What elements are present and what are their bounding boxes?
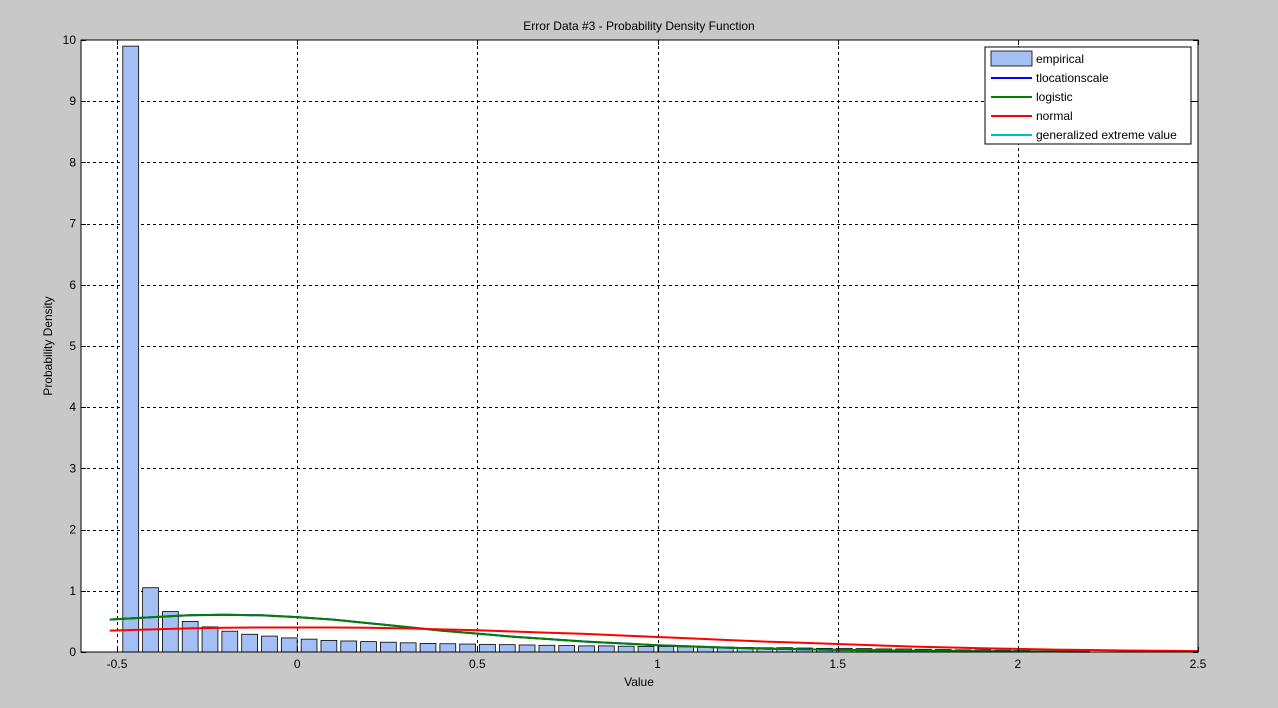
histogram-bar [617, 645, 635, 653]
histogram-bar [399, 642, 417, 653]
histogram-bar [498, 644, 516, 653]
x-tick-label: 2 [1014, 657, 1021, 671]
y-axis-label: Probability Density [41, 296, 55, 395]
legend-label: normal [1036, 109, 1073, 123]
y-tick-label: 0 [69, 645, 76, 659]
histogram-bar [419, 643, 437, 653]
histogram-bar [459, 643, 476, 653]
legend-swatch [990, 50, 1033, 67]
y-tick-label: 2 [69, 523, 76, 537]
histogram-bar [280, 637, 298, 653]
histogram-bar [538, 644, 556, 653]
histogram-bar [518, 644, 536, 653]
legend-entry[interactable]: normal [991, 109, 1073, 123]
y-tick-label: 6 [69, 278, 76, 292]
axis-ticks: -0.5 0 0.5 1 1.5 2 2.5 0 1 2 3 4 5 6 7 8 9 10 [63, 33, 1207, 671]
histogram-bar [637, 646, 655, 653]
legend-entry[interactable]: logistic [991, 90, 1073, 104]
histogram-bar [340, 640, 358, 653]
histogram-bar [142, 587, 159, 653]
histogram-bar [677, 646, 694, 653]
legend-label: logistic [1036, 90, 1073, 104]
x-tick-label: 2.5 [1190, 657, 1207, 671]
chart-title: Error Data #3 - Probability Density Func… [523, 19, 754, 33]
histogram-bar [578, 645, 595, 653]
histogram-bar [439, 643, 457, 653]
histogram-bar [300, 638, 318, 653]
histogram-bar [657, 646, 675, 653]
x-tick-label: 0 [294, 657, 301, 671]
histogram-bar [320, 639, 338, 653]
x-tick-label: 1 [654, 657, 661, 671]
legend-label: tlocationscale [1036, 71, 1109, 85]
histogram-bar [181, 621, 199, 653]
histogram-bar [380, 641, 397, 653]
histogram-bar [221, 630, 239, 653]
y-tick-label: 5 [69, 339, 76, 353]
x-tick-label: -0.5 [107, 657, 128, 671]
y-tick-label: 10 [63, 33, 77, 47]
series-line-logistic [109, 613, 1090, 653]
histogram-bar [360, 641, 377, 653]
histogram-bar [598, 645, 615, 653]
y-tick-label: 1 [69, 584, 76, 598]
series-line-normal [109, 626, 1199, 653]
x-axis-label: Value [624, 675, 654, 689]
legend-entry[interactable]: generalized extreme value [991, 128, 1177, 142]
histogram-bar [558, 645, 576, 653]
legend-label: generalized extreme value [1036, 128, 1177, 142]
y-tick-label: 4 [69, 400, 76, 414]
histogram-bar [479, 643, 496, 653]
histogram-bar [122, 45, 140, 653]
legend-entry[interactable]: empirical [990, 50, 1084, 67]
x-tick-label: 0.5 [469, 657, 486, 671]
histogram-bar [201, 626, 219, 653]
y-tick-label: 9 [69, 94, 76, 108]
x-tick-label: 1.5 [829, 657, 846, 671]
y-tick-label: 7 [69, 217, 76, 231]
legend-entry[interactable]: tlocationscale [991, 71, 1109, 85]
y-tick-label: 3 [69, 461, 76, 475]
legend-label: empirical [1036, 52, 1084, 66]
fit-curves [109, 613, 1199, 653]
legend[interactable]: empirical tlocationscale logistic normal gen… [984, 46, 1192, 145]
histogram-bar [241, 633, 258, 653]
y-tick-label: 8 [69, 155, 76, 169]
histogram-bar [162, 611, 179, 653]
histogram-bar [261, 635, 278, 653]
